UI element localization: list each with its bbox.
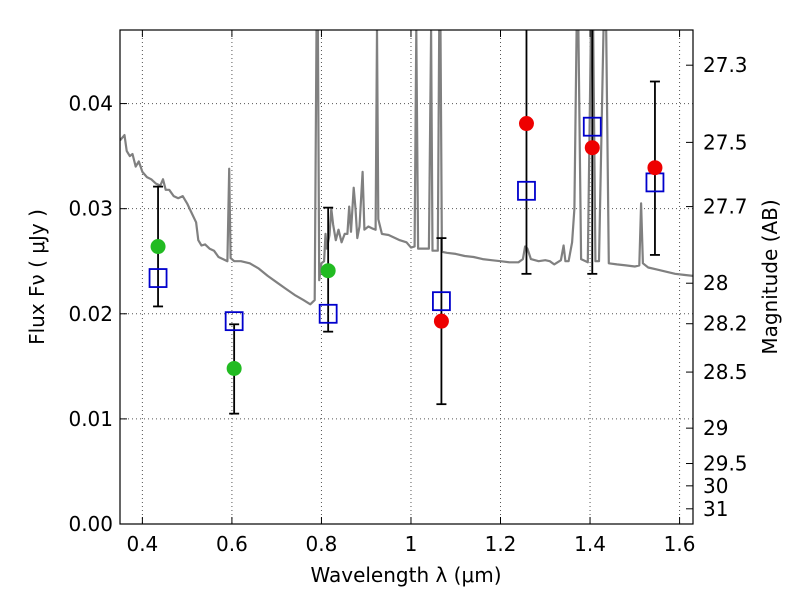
right-tick-label: 28.5 <box>703 360 748 384</box>
x-tick-label: 1.6 <box>664 532 696 556</box>
observed-point <box>150 239 166 255</box>
y-axis-label: Flux Fν ( μJy ) <box>25 209 49 345</box>
x-tick-label: 1 <box>405 532 418 556</box>
right-tick-label: 28 <box>703 271 728 295</box>
observed-point <box>320 263 336 279</box>
plot-frame <box>119 29 694 525</box>
model-point <box>224 311 244 332</box>
right-tick-label: 28.2 <box>703 312 748 336</box>
data-points <box>148 116 665 376</box>
y-tick-label: 0.00 <box>68 512 113 536</box>
y-axis-left: 0.00 0.01 0.02 0.03 0.04 <box>68 92 127 536</box>
model-point <box>582 116 602 137</box>
x-axis: 0.4 0.6 0.8 1 1.2 1.4 1.6 <box>126 30 695 556</box>
y-tick-label: 0.04 <box>68 92 113 116</box>
spectrum-series <box>120 30 693 306</box>
model-point <box>432 291 451 312</box>
x-tick-label: 0.4 <box>126 532 158 556</box>
right-tick-label: 29.5 <box>703 452 748 476</box>
right-tick-label: 31 <box>703 497 728 521</box>
observed-point <box>433 313 449 329</box>
y-tick-label: 0.01 <box>68 407 113 431</box>
x-tick-label: 1.2 <box>485 532 517 556</box>
right-tick-label: 29 <box>703 416 728 440</box>
observed-point <box>226 360 242 376</box>
spectrum-line <box>120 30 693 306</box>
observed-point <box>584 140 600 156</box>
y-tick-label: 0.03 <box>68 197 113 221</box>
right-tick-label: 27.7 <box>703 195 748 219</box>
observed-point <box>518 116 534 132</box>
right-tick-label: 27.5 <box>703 130 748 154</box>
model-point <box>148 268 168 288</box>
x-axis-label: Wavelength λ (μm) <box>310 563 501 587</box>
observed-point <box>647 160 663 176</box>
model-point <box>318 303 338 324</box>
x-tick-label: 0.6 <box>216 532 248 556</box>
right-tick-label: 27.3 <box>703 53 748 77</box>
x-tick-label: 0.8 <box>306 532 338 556</box>
model-point <box>517 180 536 201</box>
y-tick-label: 0.02 <box>68 302 113 326</box>
right-tick-label: 30 <box>703 474 728 498</box>
x-tick-label: 1.4 <box>574 532 606 556</box>
y-axis-right-label: Magnitude (AB) <box>758 199 782 354</box>
